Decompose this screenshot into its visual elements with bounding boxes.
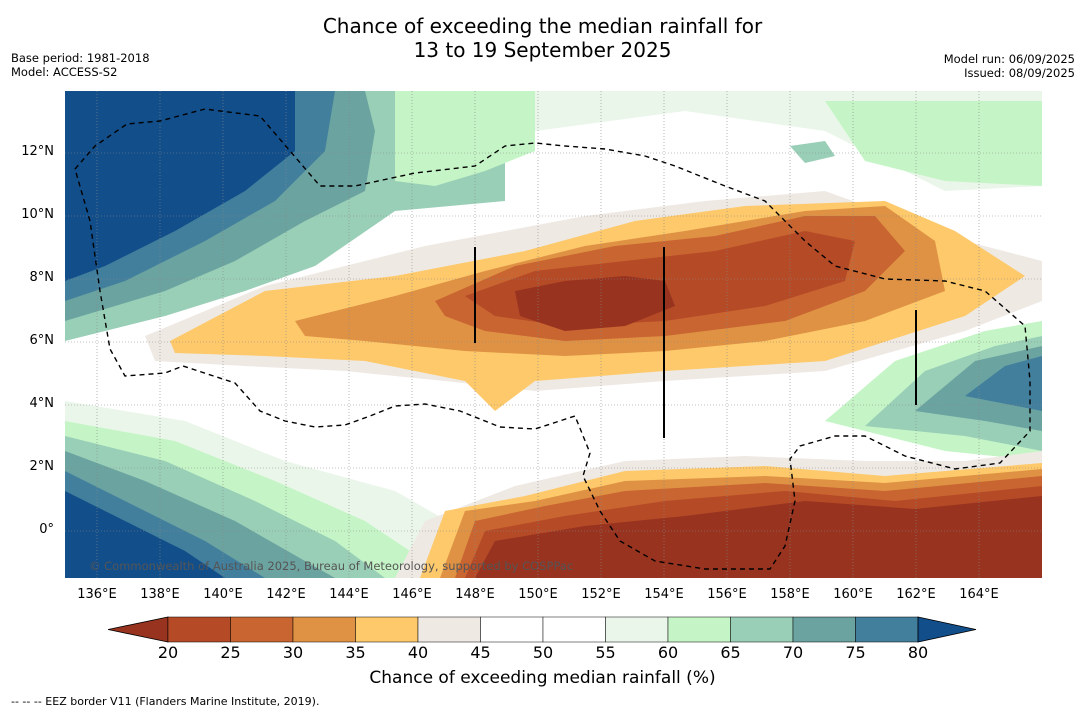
meta-left: Base period: 1981-2018 Model: ACCESS-S2 [11, 51, 150, 79]
lon-label-156e: 156°E [707, 587, 747, 602]
colorbar-bin-30-35 [292, 616, 356, 643]
colorbar-bin-20-25 [167, 616, 231, 643]
gridlines [65, 91, 1042, 578]
east-dark-blue-zone [965, 356, 1042, 411]
lat-label-8n: 8°N [29, 270, 55, 285]
model-run: Model run: 06/09/2025 [943, 52, 1075, 66]
map-title: Chance of exceeding the median rainfall … [0, 14, 1085, 62]
colorbar-bin-65-70 [730, 616, 794, 643]
colorbar [108, 616, 977, 643]
colorbar-low-extend [108, 616, 169, 643]
sw-dark-zone [65, 491, 225, 578]
lon-label-158e: 158°E [770, 587, 810, 602]
ne-teal-spot [790, 141, 835, 163]
north-green-band [395, 91, 535, 186]
eez-footnote: -- -- -- EEZ border V11 (Flanders Marine… [11, 695, 320, 708]
colorbar-bin-60-65 [667, 616, 731, 643]
colorbar-bin-25-30 [230, 616, 294, 643]
lat-label-2n: 2°N [29, 459, 55, 474]
colorbar-bin-75-80 [855, 616, 919, 643]
colorbar-bin-70-75 [792, 616, 856, 643]
lat-label-6n: 6°N [29, 333, 55, 348]
issued-date: Issued: 08/09/2025 [964, 66, 1075, 80]
colorbar-high-extend [917, 616, 977, 643]
colorbar-tick-30: 30 [282, 643, 304, 662]
lon-label-154e: 154°E [644, 587, 684, 602]
colorbar-tick-65: 65 [720, 643, 741, 662]
colorbar-tick-25: 25 [220, 643, 241, 662]
lon-label-144e: 144°E [329, 587, 369, 602]
colorbar-tick-60: 60 [657, 643, 679, 662]
colorbar-bin-35-40 [355, 616, 419, 643]
central-core [515, 276, 675, 331]
lon-label-162e: 162°E [896, 587, 936, 602]
colorbar-bin-40-45 [417, 616, 481, 643]
colorbar-tick-75: 75 [845, 643, 866, 662]
colorbar-bin-45-50 [480, 616, 544, 643]
lon-label-142e: 142°E [266, 587, 306, 602]
meta-right: Model run: 06/09/2025 Issued: 08/09/2025 [944, 52, 1075, 80]
colorbar-tick-70: 70 [782, 643, 804, 662]
rainfall-map: © Commonwealth of Australia 2025, Bureau… [65, 91, 1042, 578]
colorbar-tick-55: 55 [595, 643, 616, 662]
copyright-text: © Commonwealth of Australia 2025, Bureau… [89, 559, 573, 573]
lon-label-138e: 138°E [140, 587, 180, 602]
lon-label-164e: 164°E [959, 587, 999, 602]
map-canvas: © Commonwealth of Australia 2025, Bureau… [65, 91, 1042, 578]
lon-label-150e: 150°E [518, 587, 558, 602]
lon-label-136e: 136°E [77, 587, 117, 602]
lon-label-146e: 146°E [392, 587, 432, 602]
colorbar-bin-50-55 [542, 616, 606, 643]
model-name: Model: ACCESS-S2 [11, 65, 118, 79]
lat-label-10n: 10°N [21, 207, 54, 222]
ne-green-band [825, 101, 1042, 186]
colorbar-tick-40: 40 [407, 643, 429, 662]
colorbar-tick-20: 20 [157, 643, 179, 662]
nw-zone-dark [65, 91, 295, 281]
colorbar-bin-55-60 [605, 616, 669, 643]
colorbar-tick-50: 50 [532, 643, 554, 662]
lat-label-12n: 12°N [21, 144, 54, 159]
lon-label-160e: 160°E [833, 587, 873, 602]
lat-label-0: 0° [39, 522, 54, 537]
colorbar-tick-45: 45 [470, 643, 491, 662]
lon-label-152e: 152°E [581, 587, 621, 602]
base-period: Base period: 1981-2018 [11, 51, 150, 65]
lat-label-4n: 4°N [29, 396, 55, 411]
south-core [475, 496, 1042, 578]
colorbar-tick-80: 80 [907, 643, 929, 662]
lon-label-148e: 148°E [455, 587, 495, 602]
eez-border [74, 108, 1031, 570]
title-line-2: 13 to 19 September 2025 [413, 38, 672, 62]
colorbar-label: Chance of exceeding median rainfall (%) [369, 668, 716, 688]
lon-label-140e: 140°E [203, 587, 243, 602]
colorbar-tick-35: 35 [345, 643, 366, 662]
marker-lines [474, 247, 917, 438]
title-line-1: Chance of exceeding the median rainfall … [322, 14, 763, 38]
